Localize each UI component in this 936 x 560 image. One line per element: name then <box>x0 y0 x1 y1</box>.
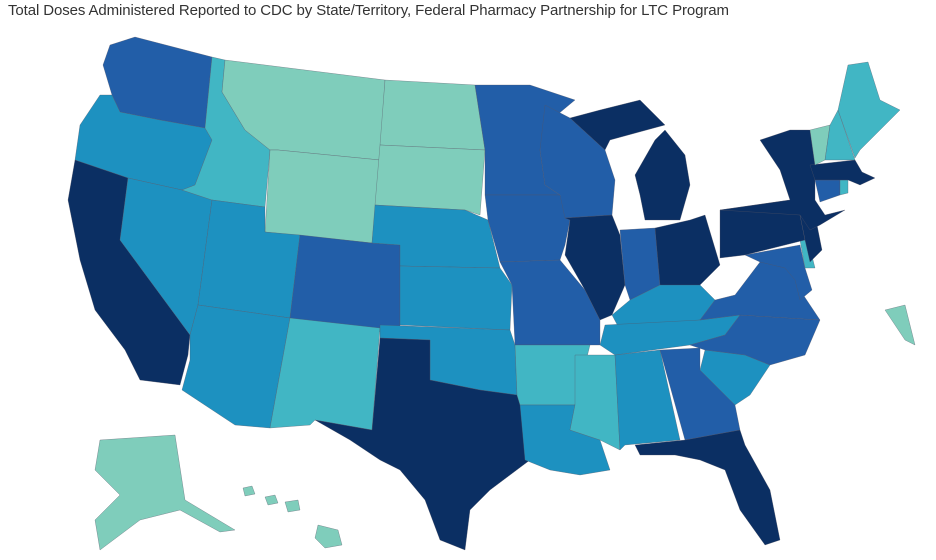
state-shape-ri[interactable] <box>839 179 849 196</box>
state-oh[interactable] <box>654 214 721 291</box>
state-fl[interactable] <box>634 429 781 546</box>
state-shape-hi[interactable] <box>314 524 343 549</box>
state-shape-ks[interactable] <box>399 265 513 331</box>
state-nd[interactable] <box>379 79 486 151</box>
state-shape-sd[interactable] <box>374 144 486 216</box>
state-shape-dc[interactable] <box>884 304 916 346</box>
state-sd[interactable] <box>374 144 486 216</box>
state-shape-hi[interactable] <box>264 494 279 506</box>
state-hi[interactable] <box>242 485 343 549</box>
state-nh[interactable] <box>824 109 856 161</box>
state-shape-nh[interactable] <box>824 109 856 161</box>
state-shape-al[interactable] <box>614 349 681 451</box>
state-shape-wy[interactable] <box>264 149 381 244</box>
state-ia[interactable] <box>484 194 571 263</box>
state-shape-ma[interactable] <box>809 159 876 186</box>
state-ma[interactable] <box>809 159 876 186</box>
state-ct[interactable] <box>814 179 841 203</box>
state-shape-ia[interactable] <box>484 194 571 263</box>
state-shape-mi[interactable] <box>634 129 691 221</box>
state-shape-tx[interactable] <box>314 337 531 551</box>
state-shape-nc[interactable] <box>689 314 821 366</box>
state-ri[interactable] <box>839 179 849 196</box>
state-shape-fl[interactable] <box>634 429 781 546</box>
state-shape-ct[interactable] <box>814 179 841 203</box>
state-shape-hi[interactable] <box>242 485 256 497</box>
state-ny[interactable] <box>719 129 846 231</box>
state-shape-ny[interactable] <box>719 129 846 231</box>
state-md[interactable] <box>744 244 813 301</box>
state-shape-oh[interactable] <box>654 214 721 291</box>
state-ak[interactable] <box>94 434 236 551</box>
state-shape-nd[interactable] <box>379 79 486 151</box>
state-tx[interactable] <box>314 337 531 551</box>
state-dc[interactable] <box>884 304 916 346</box>
state-shape-ak[interactable] <box>94 434 236 551</box>
state-shape-il[interactable] <box>564 214 626 321</box>
map-title: Total Doses Administered Reported to CDC… <box>8 2 729 19</box>
state-al[interactable] <box>614 349 681 451</box>
state-shape-md[interactable] <box>744 244 813 301</box>
state-ks[interactable] <box>399 265 513 331</box>
state-shape-mi[interactable] <box>569 99 666 151</box>
state-il[interactable] <box>564 214 626 321</box>
state-mi[interactable] <box>569 99 691 221</box>
state-wy[interactable] <box>264 149 381 244</box>
state-shape-me[interactable] <box>837 61 901 159</box>
state-shape-hi[interactable] <box>284 499 301 513</box>
state-nc[interactable] <box>689 314 821 366</box>
state-me[interactable] <box>837 61 901 159</box>
